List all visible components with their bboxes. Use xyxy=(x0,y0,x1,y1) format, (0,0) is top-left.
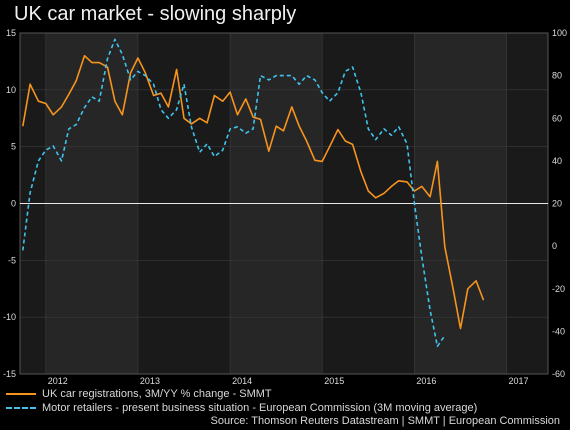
x-tick-label: 2012 xyxy=(48,376,68,386)
y-right-ticks: 100 80 60 40 20 0 -20 -40 -60 xyxy=(552,28,567,379)
x-tick-label: 2013 xyxy=(140,376,160,386)
legend-swatch-registrations xyxy=(6,393,36,395)
x-tick-label: 2017 xyxy=(509,376,529,386)
y-left-tick-label: 15 xyxy=(6,28,16,38)
chart-title: UK car market - slowing sharply xyxy=(14,3,297,25)
series-line-0 xyxy=(22,54,485,330)
y-right-tick-label: -20 xyxy=(552,284,565,294)
y-right-tick-label: 100 xyxy=(552,28,567,38)
y-right-tick-label: -40 xyxy=(552,326,565,336)
legend-swatch-motor-retailers xyxy=(6,407,36,409)
legend: UK car registrations, 3M/YY % change - S… xyxy=(6,387,477,415)
y-left-tick-label: -5 xyxy=(8,255,16,265)
x-tick-label: 2014 xyxy=(232,376,252,386)
y-left-tick-label: -15 xyxy=(3,369,16,379)
y-right-tick-label: 40 xyxy=(552,156,562,166)
series-layer xyxy=(22,38,485,348)
y-right-tick-label: 80 xyxy=(552,71,562,81)
y-right-tick-label: -60 xyxy=(552,369,565,379)
y-right-tick-label: 0 xyxy=(552,241,557,251)
x-ticks: 2012 2013 2014 2015 2016 2017 xyxy=(48,376,529,386)
y-right-tick-label: 60 xyxy=(552,113,562,123)
series-line-1 xyxy=(22,38,446,348)
y-left-ticks: 15 10 5 0 -5 -10 -15 xyxy=(3,28,16,379)
y-left-tick-label: 10 xyxy=(6,85,16,95)
x-tick-label: 2016 xyxy=(416,376,436,386)
legend-label-motor-retailers: Motor retailers - present business situa… xyxy=(42,402,478,414)
legend-label-registrations: UK car registrations, 3M/YY % change - S… xyxy=(42,388,272,400)
x-tick-label: 2015 xyxy=(324,376,344,386)
y-left-tick-label: 0 xyxy=(11,199,16,209)
y-right-tick-label: 20 xyxy=(552,199,562,209)
y-left-tick-label: -10 xyxy=(3,312,16,322)
legend-item-registrations: UK car registrations, 3M/YY % change - S… xyxy=(6,387,477,401)
legend-item-motor-retailers: Motor retailers - present business situa… xyxy=(6,401,477,415)
y-left-tick-label: 5 xyxy=(11,142,16,152)
source-note: Source: Thomson Reuters Datastream | SMM… xyxy=(210,415,561,427)
